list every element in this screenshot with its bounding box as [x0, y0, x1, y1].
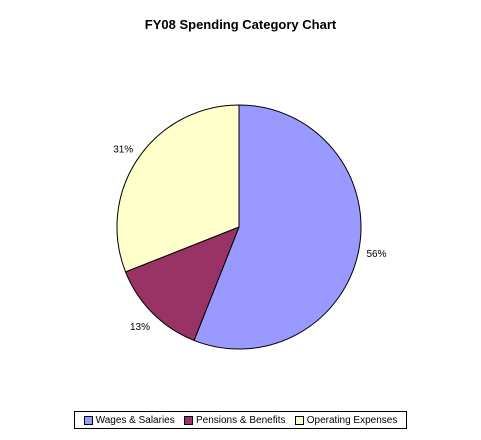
legend-swatch-pensions	[183, 415, 193, 425]
chart-title: FY08 Spending Category Chart	[144, 17, 337, 32]
legend-item-operating: Operating Expenses	[294, 414, 398, 426]
data-label-operating: 31%	[113, 144, 133, 155]
legend-label-wages: Wages & Salaries	[95, 414, 175, 426]
legend-item-pensions: Pensions & Benefits	[183, 414, 286, 426]
legend-swatch-operating	[294, 415, 304, 425]
data-label-pensions: 13%	[130, 322, 150, 333]
pie-data-labels: 56% 13% 31%	[113, 144, 386, 333]
data-label-wages: 56%	[367, 249, 387, 260]
legend-item-wages: Wages & Salaries	[83, 414, 175, 426]
pie-slice-pensions	[124, 226, 240, 342]
legend-swatch-wages	[83, 415, 93, 425]
legend-label-pensions: Pensions & Benefits	[195, 414, 286, 426]
pie-slice-operating	[116, 104, 240, 273]
legend: Wages & Salaries Pensions & Benefits Ope…	[74, 411, 407, 429]
pie-chart: 56% 13% 31%	[113, 104, 387, 350]
pie-slices	[116, 104, 362, 350]
legend-label-operating: Operating Expenses	[306, 414, 398, 426]
pie-slice-wages	[193, 104, 362, 350]
